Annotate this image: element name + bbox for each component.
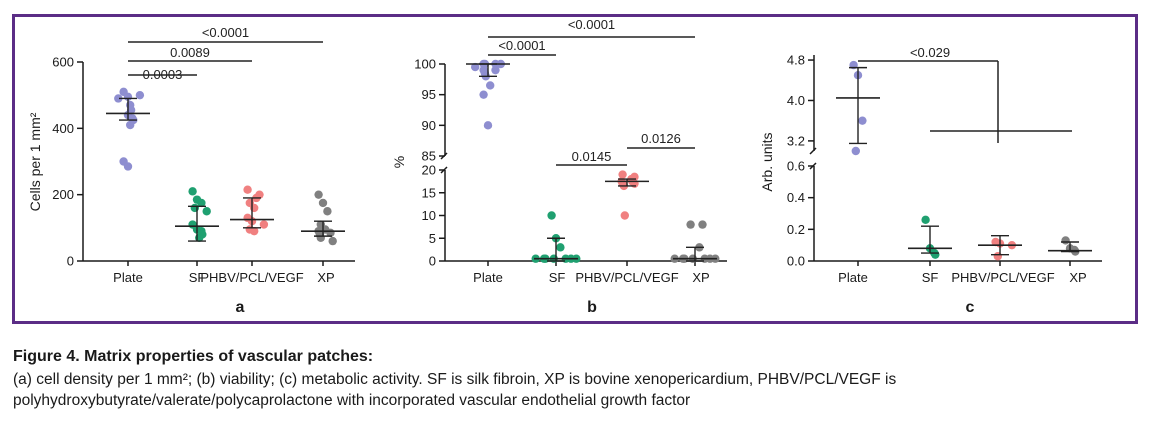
y-tick-label: 90 [422, 118, 436, 133]
y-axis-label: Arb. units [759, 132, 775, 191]
figure-frame [12, 14, 1138, 324]
y-tick-label: 10 [422, 208, 436, 223]
data-point [243, 185, 252, 194]
y-tick-label: 3.2 [787, 133, 805, 148]
data-point [135, 90, 145, 100]
axis-break-mark [809, 147, 817, 155]
data-point [491, 65, 500, 75]
y-tick-label: 4.0 [787, 93, 805, 108]
data-point [316, 233, 325, 242]
data-point [202, 207, 211, 216]
data-point [250, 226, 259, 236]
axis-break-mark [440, 166, 448, 174]
significance-label: <0.029 [910, 45, 950, 60]
data-point [479, 90, 488, 99]
x-tick-label: XP [1069, 270, 1086, 285]
significance-label: 0.0126 [641, 131, 681, 146]
y-tick-label: 5 [429, 231, 436, 246]
y-tick-label: 0 [429, 254, 436, 269]
y-axis-label: % [391, 156, 407, 168]
figure-caption-title: Figure 4. Matrix properties of vascular … [13, 348, 374, 365]
y-tick-label: 0 [67, 254, 74, 269]
significance-label: 0.0003 [143, 67, 183, 82]
data-point [486, 81, 495, 90]
y-tick-label: 85 [422, 149, 436, 164]
data-point [250, 203, 259, 213]
data-point [618, 170, 627, 179]
panel-label: a [236, 299, 245, 316]
x-tick-label: SF [922, 270, 939, 285]
x-tick-label: PHBV/PCL/VEGF [200, 270, 303, 285]
significance-label: 0.0145 [572, 149, 612, 164]
y-tick-label: 600 [52, 55, 74, 70]
data-point [197, 198, 206, 208]
y-tick-label: 400 [52, 121, 74, 136]
panel-label: c [966, 299, 975, 316]
y-tick-label: 200 [52, 187, 74, 202]
data-point [686, 220, 695, 229]
data-point [1061, 236, 1070, 245]
data-point [851, 146, 860, 156]
y-tick-label: 100 [414, 57, 436, 72]
data-point [126, 120, 135, 130]
data-point [931, 250, 940, 259]
y-tick-label: 95 [422, 87, 436, 102]
y-tick-label: 0.2 [787, 222, 805, 237]
data-point [993, 252, 1002, 261]
y-axis-label: Cells per 1 mm² [27, 112, 43, 211]
data-point [188, 187, 197, 196]
y-tick-label: 15 [422, 185, 436, 200]
x-tick-label: Plate [113, 270, 143, 285]
data-point [259, 220, 269, 229]
y-tick-label: 0.0 [787, 254, 805, 269]
data-point [698, 220, 707, 229]
y-tick-label: 0.6 [787, 159, 805, 174]
data-point [921, 215, 930, 225]
significance-label: <0.0001 [568, 17, 615, 32]
x-tick-label: Plate [473, 270, 503, 285]
data-point [318, 198, 328, 208]
panel-label: b [587, 299, 597, 316]
data-point [190, 203, 199, 213]
y-tick-label: 4.8 [787, 53, 805, 68]
x-tick-label: XP [692, 270, 709, 285]
data-point [858, 116, 867, 125]
x-tick-label: SF [549, 270, 566, 285]
x-tick-label: Plate [838, 270, 868, 285]
x-tick-label: XP [317, 270, 334, 285]
significance-label: <0.0001 [202, 25, 249, 40]
data-point [556, 243, 565, 252]
data-point [123, 162, 133, 171]
data-point [471, 62, 480, 72]
significance-label: <0.0001 [498, 38, 545, 53]
data-point [547, 211, 556, 220]
y-tick-label: 20 [422, 163, 436, 178]
data-point [328, 236, 337, 246]
figure-caption-body: (a) cell density per 1 mm²; (b) viabilit… [13, 371, 897, 409]
data-point [314, 190, 323, 199]
x-tick-label: PHBV/PCL/VEGF [575, 270, 678, 285]
data-point [483, 121, 493, 130]
x-tick-label: PHBV/PCL/VEGF [951, 270, 1054, 285]
x-tick-label: SF [189, 270, 206, 285]
data-point [620, 211, 629, 220]
data-point [114, 94, 123, 103]
significance-label: 0.0089 [170, 45, 210, 60]
axis-break-mark [440, 152, 448, 160]
y-tick-label: 0.4 [787, 190, 805, 205]
data-point [323, 207, 332, 216]
axis-break-mark [809, 162, 817, 170]
